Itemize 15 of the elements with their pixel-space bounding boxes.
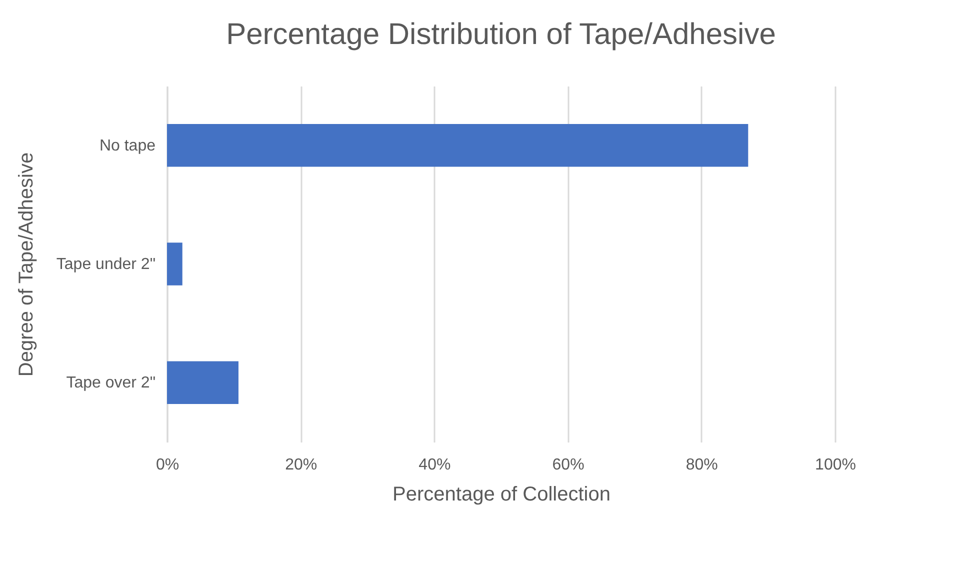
x-tick-label: 60%	[552, 456, 584, 474]
x-tick-label: 0%	[156, 456, 180, 474]
bar	[167, 242, 182, 286]
y-tick-label: Tape under 2"	[56, 256, 156, 273]
chart-title: Percentage Distribution of Tape/Adhesive	[226, 18, 776, 51]
x-tick-label: 100%	[815, 456, 856, 474]
x-axis-title: Percentage of Collection	[392, 484, 610, 506]
y-tick-label: No tape	[99, 137, 156, 154]
bar	[167, 361, 238, 404]
x-tick-label: 40%	[418, 456, 451, 474]
y-axis-title: Degree of Tape/Adhesive	[15, 152, 38, 377]
x-tick-label: 20%	[285, 456, 318, 474]
x-tick-label: 80%	[686, 456, 718, 474]
y-tick-label: Tape over 2"	[66, 374, 156, 392]
bar	[167, 124, 748, 167]
